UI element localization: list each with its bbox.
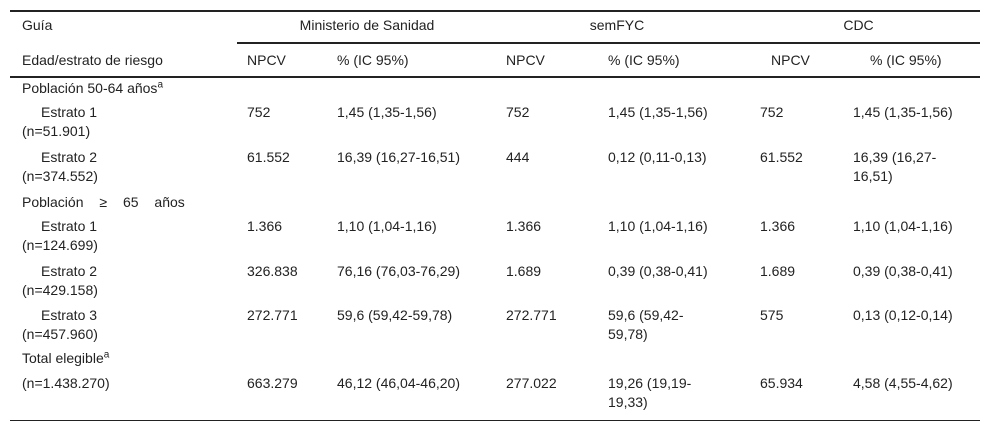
header-rule [10,76,980,78]
pct-cell: 0,13 (0,12-0,14) [853,307,953,323]
stratum-label: Estrato 1 [41,218,98,234]
npcv-cell: 326.838 [247,263,298,279]
section-title: Población 50-64 añosa [22,79,237,98]
npcv-cell: 61.552 [247,149,290,165]
pct-cell: 19,26 (19,19-19,33) [608,375,692,410]
npcv-cell: 575 [760,307,784,323]
npcv-cell: 61.552 [760,149,803,165]
npcv-cell: 1.366 [247,218,283,234]
npcv-cell: 444 [506,149,530,165]
pct-cell: 0,12 (0,11-0,13) [608,149,707,165]
header-npcv: NPCV [247,52,286,68]
row-label: Estrato 2 (n=374.552) [22,148,237,186]
npcv-cell: 663.279 [247,375,298,391]
npcv-cell: 272.771 [247,307,298,323]
npcv-cell: 277.022 [506,375,557,391]
header-pct: % (IC 95%) [608,52,680,68]
section-title: Total elegiblea [22,349,237,368]
row-label: Estrato 1 (n=124.699) [22,217,237,255]
section-title-text: Población ≥ 65 años [22,194,185,210]
pct-cell: 1,45 (1,35-1,56) [853,104,953,120]
section-title-text: Total elegible [22,350,104,366]
pct-cell: 0,39 (0,38-0,41) [853,263,953,279]
stratum-n: (n=374.552) [22,168,98,184]
n-value: 457.960 [42,326,94,342]
npcv-cell: 65.934 [760,375,803,391]
bottom-rule [10,420,980,421]
pct-cell: 76,16 (76,03-76,29) [337,263,460,279]
npcv-cell: 1.366 [760,218,796,234]
npcv-cell: 752 [760,104,784,120]
pct-cell: 1,10 (1,04-1,16) [608,218,708,234]
header-semfyc: semFYC [589,17,645,33]
stratum-label: Estrato 1 [41,104,98,120]
npcv-cell: 752 [247,104,271,120]
stratum-n: (n=457.960) [22,326,98,342]
group-rule [237,42,980,44]
pct-cell: 0,39 (0,38-0,41) [608,263,708,279]
npcv-cell: 752 [506,104,530,120]
row-label: (n=1.438.270) [22,374,237,393]
pct-cell: 16,39 (16,27-16,51) [337,149,460,165]
pct-cell: 1,45 (1,35-1,56) [608,104,708,120]
header-guia: Guía [22,17,53,33]
npcv-cell: 1.689 [506,263,542,279]
header-npcv: NPCV [506,52,545,68]
stratum-label: Estrato 2 [41,263,98,279]
pct-cell: 46,12 (46,04-46,20) [337,375,460,391]
npcv-cell: 1.366 [506,218,542,234]
pct-cell: 16,39 (16,27-16,51) [853,149,937,184]
header-ministerio: Ministerio de Sanidad [299,17,435,33]
pct-cell: 1,45 (1,35-1,56) [337,104,437,120]
n-value: 429.158 [42,282,94,298]
n-value: 1.438.270 [42,375,105,391]
header-pct: % (IC 95%) [870,52,942,68]
npcv-cell: 1.689 [760,263,796,279]
header-edad: Edad/estrato de riesgo [22,52,163,68]
stratum-label: Estrato 3 [41,307,98,323]
stratum-n: (n=51.901) [22,123,91,139]
section-title-text: Población 50-64 años [22,80,158,96]
n-value: 51.901 [42,123,86,139]
pct-cell: 4,58 (4,55-4,62) [853,375,953,391]
header-cdc: CDC [843,17,874,33]
row-label: Estrato 1 (n=51.901) [22,103,237,141]
n-value: 124.699 [42,237,94,253]
footnote-mark: a [103,349,110,361]
row-label: Estrato 3 (n=457.960) [22,306,237,344]
stratum-n: (n=429.158) [22,282,98,298]
section-title: Población ≥ 65 años [22,193,237,212]
n-value: 374.552 [42,168,94,184]
stratum-n: (n=1.438.270) [22,375,110,391]
header-npcv: NPCV [771,52,810,68]
pct-cell: 1,10 (1,04-1,16) [337,218,437,234]
row-label: Estrato 2 (n=429.158) [22,262,237,300]
pct-cell: 59,6 (59,42-59,78) [608,307,684,342]
pct-cell: 1,10 (1,04-1,16) [853,218,953,234]
pct-cell: 59,6 (59,42-59,78) [337,307,453,323]
footnote-mark: a [157,79,163,91]
npcv-cell: 272.771 [506,307,557,323]
stratum-n: (n=124.699) [22,237,98,253]
stratum-label: Estrato 2 [41,149,98,165]
header-pct: % (IC 95%) [337,52,409,68]
top-rule [10,10,980,12]
